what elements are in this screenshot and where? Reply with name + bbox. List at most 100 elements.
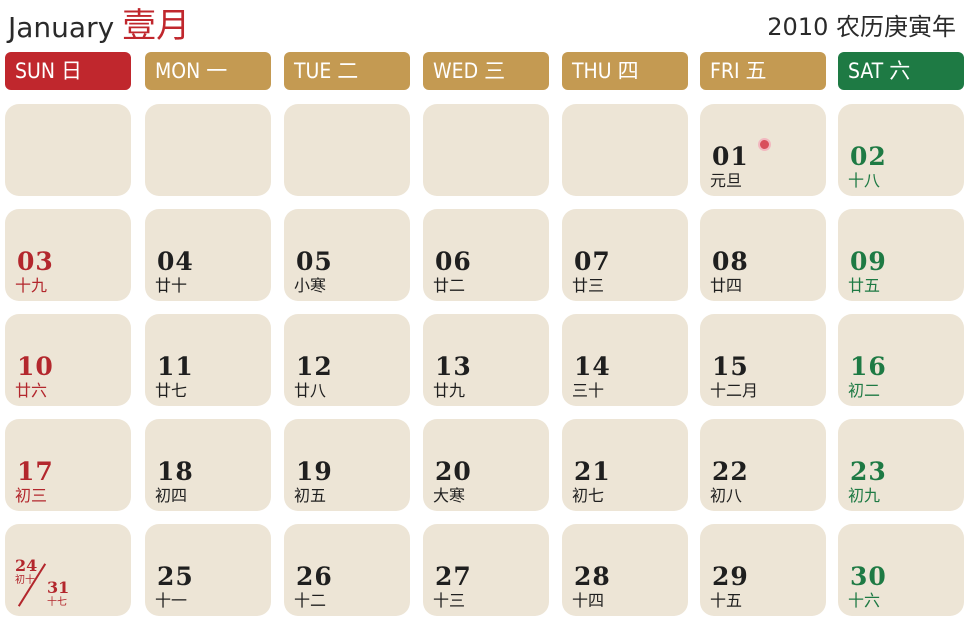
day-cell[interactable] — [5, 104, 131, 196]
calendar-grid: 01 元旦 02 十八 03 十九 04 廿十 05 小寒 06 廿二 07 廿三 08 廿四 09 廿五 10 廿六… — [0, 104, 970, 624]
lunar-date: 三十 — [572, 381, 605, 400]
day-cell[interactable]: 12 廿八 — [284, 314, 410, 406]
day-cell[interactable]: 04 廿十 — [145, 209, 271, 301]
day-cell[interactable]: 01 元旦 — [700, 104, 826, 196]
day-number: 18 — [157, 457, 194, 486]
day-number: 12 — [296, 352, 333, 381]
day-number: 25 — [157, 562, 194, 591]
day-number: 24 — [15, 556, 38, 575]
day-cell[interactable]: 17 初三 — [5, 419, 131, 511]
day-cell[interactable]: 30 十六 — [838, 524, 964, 616]
weekday-header: WED 三 — [423, 52, 549, 90]
day-number: 21 — [574, 457, 611, 486]
lunar-date: 廿八 — [294, 381, 327, 400]
lunar-date: 廿二 — [433, 276, 466, 295]
day-cell[interactable]: 13 廿九 — [423, 314, 549, 406]
lunar-date: 廿六 — [15, 381, 48, 400]
day-number: 17 — [17, 457, 54, 486]
lunar-date: 初四 — [155, 486, 188, 505]
day-cell[interactable]: 19 初五 — [284, 419, 410, 511]
day-cell[interactable]: 27 十三 — [423, 524, 549, 616]
day-cell[interactable]: 26 十二 — [284, 524, 410, 616]
day-cell[interactable]: 14 三十 — [562, 314, 688, 406]
day-cell[interactable]: 23 初九 — [838, 419, 964, 511]
month-title: January 壹月 — [8, 6, 190, 48]
day-number: 10 — [17, 352, 54, 381]
day-number: 14 — [574, 352, 611, 381]
lunar-date: 初七 — [572, 486, 605, 505]
day-number: 19 — [296, 457, 333, 486]
day-cell[interactable]: 05 小寒 — [284, 209, 410, 301]
lunar-date: 十二月 — [710, 381, 759, 400]
day-cell[interactable]: 06 廿二 — [423, 209, 549, 301]
day-number: 02 — [850, 142, 887, 171]
day-cell[interactable] — [423, 104, 549, 196]
lunar-date: 初五 — [294, 486, 327, 505]
day-cell[interactable]: 02 十八 — [838, 104, 964, 196]
day-number: 09 — [850, 247, 887, 276]
weekday-header-row: SUN 日 MON 一 TUE 二 WED 三 THU 四 FRI 五 SAT 六 — [0, 52, 970, 94]
lunar-date: 十六 — [848, 591, 881, 610]
lunar-date: 廿七 — [155, 381, 188, 400]
weekday-header: SUN 日 — [5, 52, 131, 90]
weekday-header: MON 一 — [145, 52, 271, 90]
day-number: 22 — [712, 457, 749, 486]
day-cell[interactable]: 28 十四 — [562, 524, 688, 616]
day-cell[interactable]: 25 十一 — [145, 524, 271, 616]
day-number: 06 — [435, 247, 472, 276]
month-title-cn: 壹月 — [122, 6, 191, 46]
lunar-date: 初二 — [848, 381, 881, 400]
day-number: 01 — [712, 142, 749, 171]
month-title-en: January — [8, 11, 115, 44]
day-number: 13 — [435, 352, 472, 381]
day-number: 27 — [435, 562, 472, 591]
day-number: 20 — [435, 457, 472, 486]
year-title: 2010 农历庚寅年 — [767, 13, 956, 41]
day-number: 26 — [296, 562, 333, 591]
day-number: 31 — [47, 578, 70, 597]
lunar-date: 十五 — [710, 591, 743, 610]
day-number: 03 — [17, 247, 54, 276]
day-number: 30 — [850, 562, 887, 591]
day-number: 08 — [712, 247, 749, 276]
day-number: 28 — [574, 562, 611, 591]
day-cell[interactable]: 11 廿七 — [145, 314, 271, 406]
day-cell[interactable]: 07 廿三 — [562, 209, 688, 301]
day-cell[interactable]: 10 廿六 — [5, 314, 131, 406]
day-cell[interactable] — [145, 104, 271, 196]
lunar-date: 廿九 — [433, 381, 466, 400]
lunar-date: 小寒 — [294, 276, 327, 295]
lunar-date: 初十 — [15, 575, 35, 586]
day-cell[interactable] — [562, 104, 688, 196]
lunar-date: 十九 — [15, 276, 48, 295]
day-cell[interactable]: 09 廿五 — [838, 209, 964, 301]
day-cell[interactable]: 15 十二月 — [700, 314, 826, 406]
day-cell[interactable]: 18 初四 — [145, 419, 271, 511]
day-cell[interactable]: 08 廿四 — [700, 209, 826, 301]
day-number: 11 — [157, 352, 194, 381]
lunar-date: 大寒 — [433, 486, 466, 505]
lunar-date: 廿五 — [848, 276, 881, 295]
lunar-date: 元旦 — [710, 171, 743, 190]
lunar-date: 十三 — [433, 591, 466, 610]
lunar-date: 初八 — [710, 486, 743, 505]
day-number: 23 — [850, 457, 887, 486]
lunar-date: 十八 — [848, 171, 881, 190]
day-cell[interactable]: 03 十九 — [5, 209, 131, 301]
day-cell[interactable]: 16 初二 — [838, 314, 964, 406]
day-cell[interactable]: 29 十五 — [700, 524, 826, 616]
day-cell[interactable]: 20 大寒 — [423, 419, 549, 511]
day-number: 16 — [850, 352, 887, 381]
lunar-date: 廿十 — [155, 276, 188, 295]
day-cell[interactable]: 22 初八 — [700, 419, 826, 511]
day-cell[interactable]: 24 初十 31 十七 — [5, 524, 131, 616]
day-number: 29 — [712, 562, 749, 591]
day-cell[interactable] — [284, 104, 410, 196]
weekday-header: SAT 六 — [838, 52, 964, 90]
day-cell[interactable]: 21 初七 — [562, 419, 688, 511]
lunar-date: 十七 — [47, 597, 67, 608]
weekday-header: FRI 五 — [700, 52, 826, 90]
weekday-header: THU 四 — [562, 52, 688, 90]
day-number: 07 — [574, 247, 611, 276]
lunar-date: 十一 — [155, 591, 188, 610]
